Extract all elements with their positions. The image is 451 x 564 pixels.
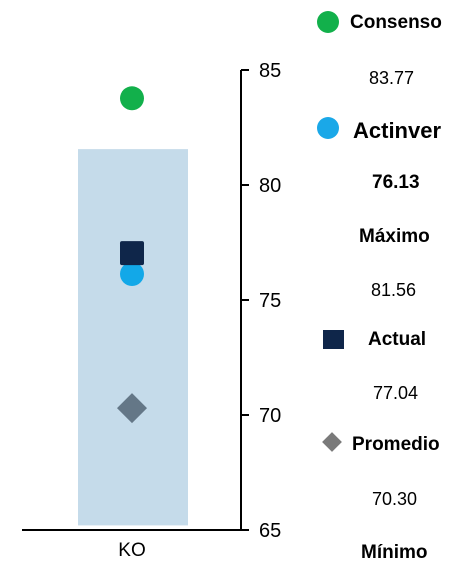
y-tick-label: 70 [259, 405, 281, 427]
point-promedio [117, 393, 147, 424]
legend-consenso-value: 83.77 [369, 68, 415, 88]
point-actual [120, 241, 144, 266]
legend-maximo-label: Máximo [359, 226, 430, 247]
y-tick-label: 80 [259, 175, 281, 197]
legend-promedio-value: 70.30 [372, 489, 418, 509]
legend-actual-value: 77.04 [373, 383, 419, 403]
promedio-marker-icon [322, 432, 342, 452]
consenso-marker-icon [317, 11, 339, 33]
legend-maximo-value: 81.56 [371, 280, 417, 300]
legend-actual-label: Actual [368, 329, 427, 350]
chart-legend: Consenso 83.77 Actinver 76.13 Máximo 81.… [300, 0, 451, 563]
legend-promedio-label: Promedio [352, 434, 440, 455]
legend-consenso-label: Consenso [350, 12, 442, 33]
range-band [78, 149, 188, 526]
chart-plot: 85 80 75 70 65 KO [22, 60, 281, 561]
y-tick-label: 85 [259, 60, 281, 82]
legend-actinver-value: 76.13 [372, 172, 420, 193]
legend-minimo-label: Mínimo [361, 542, 428, 563]
actinver-marker-icon [317, 117, 339, 139]
y-tick-label: 75 [259, 290, 281, 312]
legend-actinver-label: Actinver [353, 118, 442, 143]
actual-marker-icon [323, 330, 344, 349]
point-actinver [120, 262, 144, 287]
x-category-label: KO [118, 540, 145, 561]
point-consenso [120, 86, 144, 111]
y-tick-label: 65 [259, 520, 281, 542]
